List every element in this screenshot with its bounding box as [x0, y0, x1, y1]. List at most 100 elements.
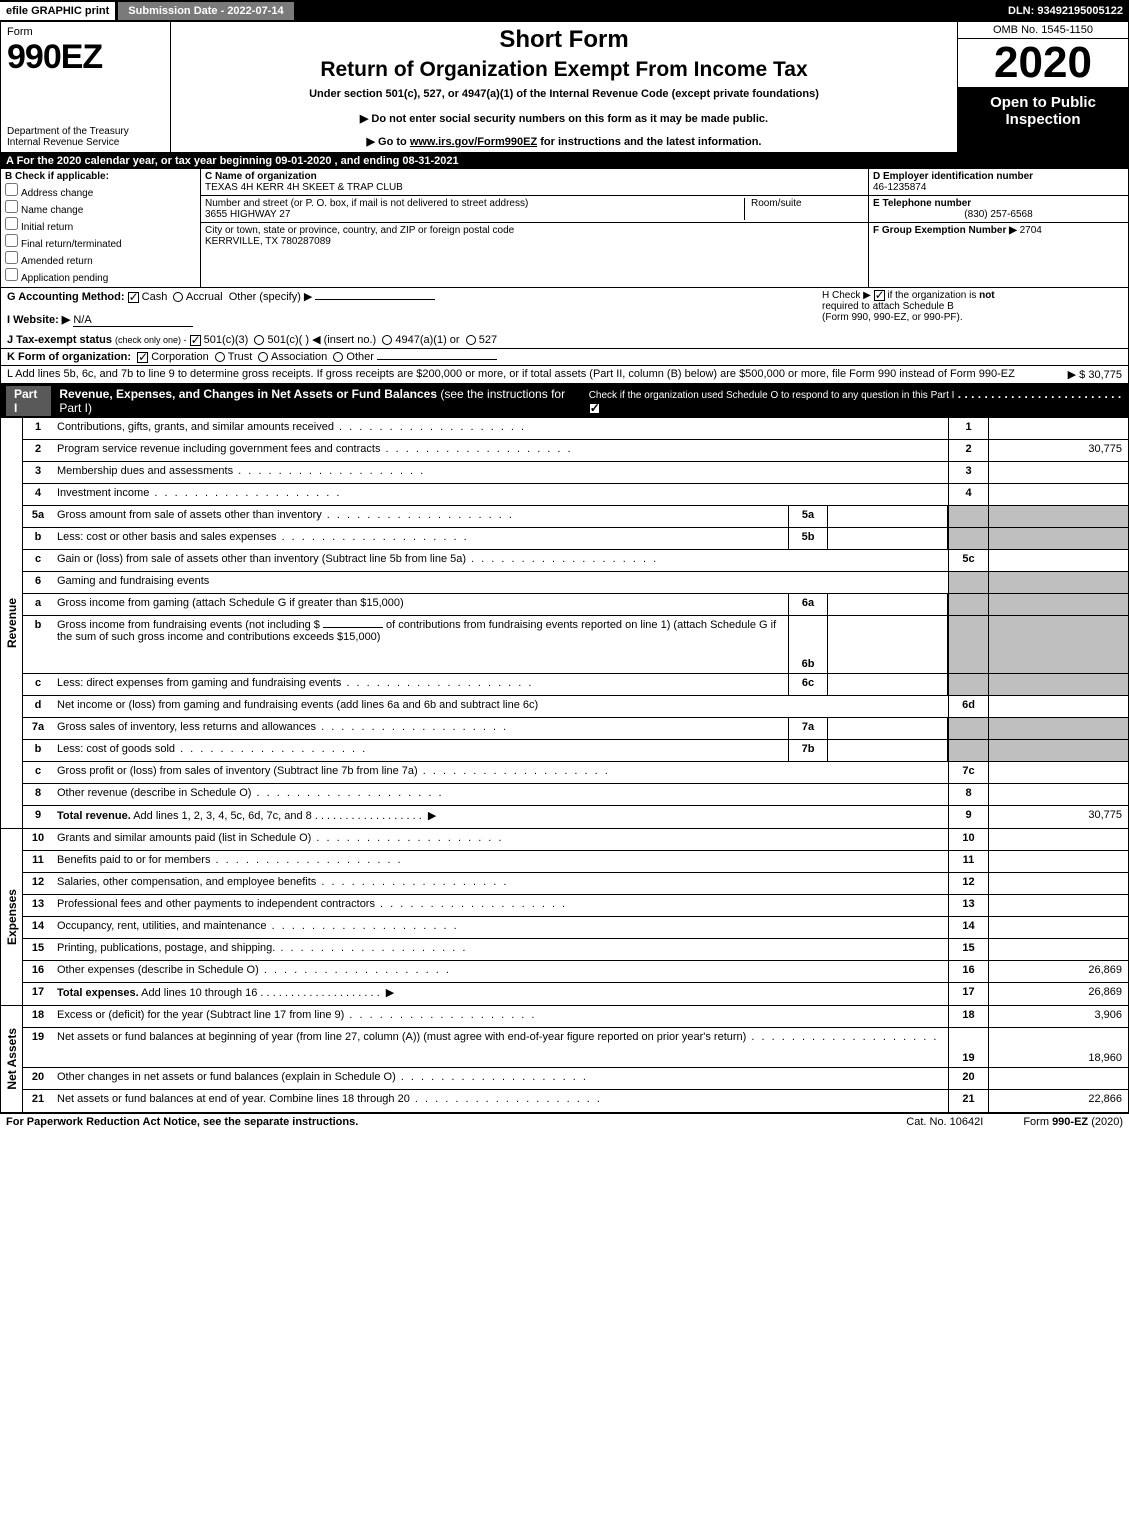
d-group: F Group Exemption Number ▶ 2704	[869, 223, 1128, 238]
section-bcd: B Check if applicable: Address change Na…	[0, 169, 1129, 288]
line-18: Excess or (deficit) for the year (Subtra…	[53, 1006, 948, 1027]
k-other-input[interactable]	[377, 359, 497, 360]
cb-schedule-o[interactable]	[589, 403, 600, 414]
header-right: OMB No. 1545-1150 2020 Open to Public In…	[958, 22, 1128, 152]
expenses-side: Expenses	[1, 829, 23, 1005]
amt-19: 18,960	[988, 1028, 1128, 1067]
c-city-label: City or town, state or province, country…	[205, 225, 514, 236]
amt-5c	[988, 550, 1128, 571]
rb-527[interactable]	[466, 335, 476, 345]
col-b: B Check if applicable: Address change Na…	[1, 169, 201, 287]
tax-year: 2020	[958, 39, 1128, 88]
line-7b: Less: cost of goods sold	[53, 740, 788, 761]
website-value: N/A	[73, 314, 193, 327]
l-text: L Add lines 5b, 6c, and 7b to line 9 to …	[7, 368, 1015, 381]
revenue-grid: Revenue 1Contributions, gifts, grants, a…	[0, 418, 1129, 829]
rb-association[interactable]	[258, 352, 268, 362]
short-form-title: Short Form	[179, 26, 949, 54]
g-label: G Accounting Method:	[7, 291, 125, 303]
j-label: J Tax-exempt status	[7, 334, 112, 346]
form-word: Form	[7, 26, 164, 38]
part1-header: Part I Revenue, Expenses, and Changes in…	[0, 384, 1129, 418]
org-name: TEXAS 4H KERR 4H SKEET & TRAP CLUB	[205, 182, 403, 193]
goto-pre: ▶ Go to	[367, 136, 410, 148]
netassets-side: Net Assets	[1, 1006, 23, 1112]
goto-link[interactable]: www.irs.gov/Form990EZ	[410, 136, 537, 148]
other-specify-input[interactable]	[315, 299, 435, 300]
netassets-grid: Net Assets 18Excess or (deficit) for the…	[0, 1006, 1129, 1113]
line-5b: Less: cost or other basis and sales expe…	[53, 528, 788, 549]
footer-cat: Cat. No. 10642I	[906, 1116, 983, 1128]
line-4: Investment income	[53, 484, 948, 505]
amt-4	[988, 484, 1128, 505]
l-amount: 30,775	[1088, 369, 1122, 381]
rb-other[interactable]	[333, 352, 343, 362]
line-20: Other changes in net assets or fund bala…	[53, 1068, 948, 1089]
cb-final-return[interactable]: Final return/terminated	[5, 234, 196, 250]
i-label: I Website: ▶	[7, 314, 70, 326]
cb-amended-return[interactable]: Amended return	[5, 251, 196, 267]
part1-num: Part I	[6, 386, 51, 416]
line-7a: Gross sales of inventory, less returns a…	[53, 718, 788, 739]
c-city-row: City or town, state or province, country…	[201, 223, 868, 249]
expenses-grid: Expenses 10Grants and similar amounts pa…	[0, 829, 1129, 1006]
amt-20	[988, 1068, 1128, 1089]
amt-15	[988, 939, 1128, 960]
amt-1	[988, 418, 1128, 439]
revenue-side: Revenue	[1, 418, 23, 828]
cb-corporation[interactable]	[137, 352, 148, 363]
line-16: Other expenses (describe in Schedule O)	[53, 961, 948, 982]
department: Department of the Treasury Internal Reve…	[7, 126, 164, 148]
org-city: KERRVILLE, TX 780287089	[205, 236, 514, 247]
footer-left: For Paperwork Reduction Act Notice, see …	[6, 1116, 358, 1128]
line-6: Gaming and fundraising events	[53, 572, 948, 593]
c-name-row: C Name of organization TEXAS 4H KERR 4H …	[201, 169, 868, 196]
col-c: C Name of organization TEXAS 4H KERR 4H …	[201, 169, 868, 287]
line-6a: Gross income from gaming (attach Schedul…	[53, 594, 788, 615]
cb-name-change[interactable]: Name change	[5, 200, 196, 216]
line-21: Net assets or fund balances at end of ye…	[53, 1090, 948, 1112]
room-suite-label: Room/suite	[744, 198, 864, 220]
ein-value: 46-1235874	[873, 182, 1124, 193]
under-section: Under section 501(c), 527, or 4947(a)(1)…	[179, 88, 949, 100]
ssn-warning: ▶ Do not enter social security numbers o…	[179, 112, 949, 125]
top-bar: efile GRAPHIC print Submission Date - 20…	[0, 0, 1129, 22]
rb-501c[interactable]	[254, 335, 264, 345]
cb-initial-return[interactable]: Initial return	[5, 217, 196, 233]
k-line: K Form of organization: Corporation Trus…	[0, 349, 1129, 366]
header-middle: Short Form Return of Organization Exempt…	[171, 22, 958, 152]
line-17: Total expenses. Add lines 10 through 16 …	[53, 983, 948, 1005]
part1-title: Revenue, Expenses, and Changes in Net As…	[59, 387, 588, 415]
rb-4947[interactable]	[382, 335, 392, 345]
cb-501c3[interactable]	[190, 335, 201, 346]
omb-number: OMB No. 1545-1150	[958, 22, 1128, 39]
line-10: Grants and similar amounts paid (list in…	[53, 829, 948, 850]
k-label: K Form of organization:	[7, 351, 131, 363]
form-number: 990EZ	[7, 38, 164, 77]
line-8: Other revenue (describe in Schedule O)	[53, 784, 948, 805]
d-tel: E Telephone number (830) 257-6568	[869, 196, 1128, 223]
c-name-label: C Name of organization	[205, 171, 317, 182]
h-block: H Check ▶ if the organization is not req…	[822, 290, 1122, 346]
submission-date: Submission Date - 2022-07-14	[117, 1, 294, 21]
grp-label: F Group Exemption Number ▶	[873, 225, 1017, 236]
header-left: Form 990EZ Department of the Treasury In…	[1, 22, 171, 152]
amt-11	[988, 851, 1128, 872]
efile-label[interactable]: efile GRAPHIC print	[0, 2, 115, 20]
cb-address-change[interactable]: Address change	[5, 183, 196, 199]
amt-3	[988, 462, 1128, 483]
l-line: L Add lines 5b, 6c, and 7b to line 9 to …	[0, 366, 1129, 384]
cb-cash[interactable]	[128, 292, 139, 303]
line-6d: Net income or (loss) from gaming and fun…	[53, 696, 948, 717]
line-2: Program service revenue including govern…	[53, 440, 948, 461]
amt-21: 22,866	[988, 1090, 1128, 1112]
cb-application-pending[interactable]: Application pending	[5, 268, 196, 284]
rb-trust[interactable]	[215, 352, 225, 362]
gih-left: G Accounting Method: Cash Accrual Other …	[7, 290, 822, 346]
amt-2: 30,775	[988, 440, 1128, 461]
cb-h-check[interactable]	[874, 290, 885, 301]
org-address: 3655 HIGHWAY 27	[205, 209, 744, 220]
ein-label: D Employer identification number	[873, 171, 1124, 182]
rb-accrual[interactable]	[173, 292, 183, 302]
b-label: B Check if applicable:	[5, 171, 109, 182]
